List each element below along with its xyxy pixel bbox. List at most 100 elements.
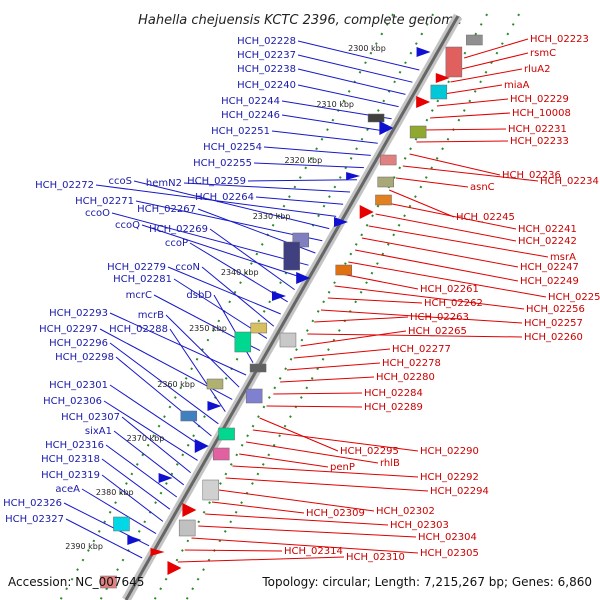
- gene-label-left[interactable]: HCH_02297: [39, 324, 98, 335]
- kbp-tick-label: 2340 kbp: [221, 268, 259, 277]
- gene-label-left[interactable]: HCH_02259: [187, 176, 246, 187]
- label-connector-right: [320, 309, 523, 324]
- gene-label-right[interactable]: HCH_02257: [524, 318, 583, 329]
- gene-label-left[interactable]: ccoN: [175, 262, 200, 273]
- gene-label-left[interactable]: hemN2: [146, 178, 182, 189]
- gene-label-right[interactable]: HCH_02223: [530, 34, 589, 45]
- label-connector-right: [464, 38, 529, 59]
- gene-label-left[interactable]: HCH_02319: [41, 470, 100, 481]
- label-connector-right: [388, 189, 455, 218]
- gene-label-left[interactable]: dsbD: [186, 290, 212, 301]
- gene-label-left[interactable]: HCH_02269: [149, 224, 208, 235]
- gene-label-right[interactable]: HCH_02303: [390, 520, 449, 531]
- gene-label-left[interactable]: ccoQ: [115, 220, 140, 231]
- gene-label-right[interactable]: HCH_02302: [376, 506, 435, 517]
- gene-label-left[interactable]: HCH_02307: [61, 412, 120, 423]
- gene-label-left[interactable]: ccoS: [109, 176, 132, 187]
- gene-label-left[interactable]: ccoP: [165, 238, 188, 249]
- gene-label-right[interactable]: HCH_02310: [346, 552, 405, 563]
- label-connector-right: [177, 556, 345, 563]
- gene-label-left[interactable]: aceA: [55, 484, 80, 495]
- gene-label-left[interactable]: HCH_02298: [55, 352, 114, 363]
- gene-label-right[interactable]: HCH_02247: [520, 262, 579, 273]
- gene-label-left[interactable]: ccoO: [85, 208, 110, 219]
- gene-label-right[interactable]: penP: [330, 462, 355, 473]
- gene-label-left[interactable]: HCH_02228: [237, 36, 296, 47]
- gene-label-left[interactable]: HCH_02264: [195, 192, 254, 203]
- kbp-tick-label: 2310 kbp: [316, 100, 354, 109]
- gene-label-right[interactable]: msrA: [550, 252, 576, 263]
- gene-label-right[interactable]: HCH_02290: [420, 446, 479, 457]
- gene-label-right[interactable]: HCH_10008: [512, 108, 571, 119]
- label-connector-right: [259, 417, 339, 452]
- gene-label-left[interactable]: HCH_02306: [43, 396, 102, 407]
- gene-label-right[interactable]: miaA: [504, 80, 530, 91]
- gene-label-right[interactable]: HCH_02236: [502, 170, 561, 181]
- gene-label-right[interactable]: HCH_02278: [382, 358, 441, 369]
- gene-label-left[interactable]: HCH_02293: [49, 308, 108, 319]
- gene-label-right[interactable]: rluA2: [524, 64, 550, 75]
- gene-label-left[interactable]: HCH_02272: [35, 180, 94, 191]
- gene-label-left[interactable]: HCH_02251: [211, 126, 270, 137]
- label-connector-left: [109, 312, 247, 376]
- gene-label-right[interactable]: HCH_02234: [540, 176, 599, 187]
- label-connector-left: [297, 40, 420, 71]
- gene-label-right[interactable]: HCH_02262: [424, 298, 483, 309]
- gene-label-right[interactable]: HCH_02305: [420, 548, 479, 559]
- gene-label-left[interactable]: HCH_02238: [237, 64, 296, 75]
- gene-label-right[interactable]: rhlB: [380, 458, 400, 469]
- gene-label-right[interactable]: HCH_02304: [418, 532, 477, 543]
- gene-label-left[interactable]: HCH_02279: [107, 262, 166, 273]
- gene-label-right[interactable]: HCH_02231: [508, 124, 567, 135]
- gene-label-right[interactable]: HCH_02241: [518, 224, 577, 235]
- label-connector-right: [457, 52, 529, 71]
- gene-label-left[interactable]: HCH_02318: [41, 454, 100, 465]
- gene-label-left[interactable]: HCH_02237: [237, 50, 296, 61]
- gene-label-right[interactable]: asnC: [470, 182, 495, 193]
- gene-label-left[interactable]: HCH_02281: [113, 274, 172, 285]
- label-connector-left: [209, 228, 295, 291]
- gene-arrow-36: [127, 535, 142, 545]
- gene-label-right[interactable]: HCH_02292: [420, 472, 479, 483]
- gene-label-left[interactable]: HCH_02301: [49, 380, 108, 391]
- gene-label-right[interactable]: HCH_02256: [526, 304, 585, 315]
- gene-label-left[interactable]: HCH_02296: [49, 338, 108, 349]
- gene-arrow-13: [359, 205, 374, 219]
- gene-label-left[interactable]: HCH_02267: [137, 204, 196, 215]
- gene-label-right[interactable]: HCH_02314: [284, 546, 343, 557]
- gene-label-left[interactable]: HCH_02254: [203, 142, 262, 153]
- gene-label-right[interactable]: HCH_02249: [520, 276, 579, 287]
- gene-label-left[interactable]: HCH_02240: [237, 80, 296, 91]
- gene-label-right[interactable]: HCH_02294: [430, 486, 489, 497]
- gene-label-right[interactable]: HCH_02284: [364, 388, 423, 399]
- gene-label-left[interactable]: HCH_02246: [221, 110, 280, 121]
- gene-label-right[interactable]: rsmC: [530, 48, 556, 59]
- gene-label-left[interactable]: HCH_02316: [45, 440, 104, 451]
- gene-label-left[interactable]: HCH_02255: [193, 158, 252, 169]
- gene-label-left[interactable]: HCH_02327: [5, 514, 64, 525]
- gene-label-right[interactable]: HCH_02261: [420, 284, 479, 295]
- gene-block-6: [367, 113, 385, 123]
- gene-label-right[interactable]: HCH_02289: [364, 402, 423, 413]
- gene-label-right[interactable]: HCH_02229: [510, 94, 569, 105]
- gene-label-right[interactable]: HCH_02263: [410, 312, 469, 323]
- gene-label-right[interactable]: HCH_02245: [456, 212, 515, 223]
- gene-label-right[interactable]: HCH_02250: [548, 292, 600, 303]
- gene-label-right[interactable]: HCH_02233: [510, 136, 569, 147]
- gene-label-left[interactable]: HCH_02326: [3, 498, 62, 509]
- gene-label-right[interactable]: HCH_02260: [524, 332, 583, 343]
- gene-label-left[interactable]: HCH_02271: [75, 196, 134, 207]
- gene-label-right[interactable]: HCH_02280: [376, 372, 435, 383]
- gene-label-right[interactable]: HCH_02242: [518, 236, 577, 247]
- gene-label-left[interactable]: HCH_02288: [109, 324, 168, 335]
- gene-label-right[interactable]: HCH_02309: [306, 508, 365, 519]
- gene-label-left[interactable]: HCH_02244: [221, 96, 280, 107]
- gene-label-left[interactable]: mcrC: [126, 290, 152, 301]
- gene-label-right[interactable]: HCH_02277: [392, 344, 451, 355]
- gene-label-left[interactable]: mcrB: [138, 310, 164, 321]
- gene-label-right[interactable]: HCH_02265: [408, 326, 467, 337]
- gene-label-left[interactable]: sixA1: [85, 426, 112, 437]
- gene-arrow-3: [435, 73, 450, 83]
- label-connector-right: [252, 429, 419, 452]
- gene-label-right[interactable]: HCH_02295: [340, 446, 399, 457]
